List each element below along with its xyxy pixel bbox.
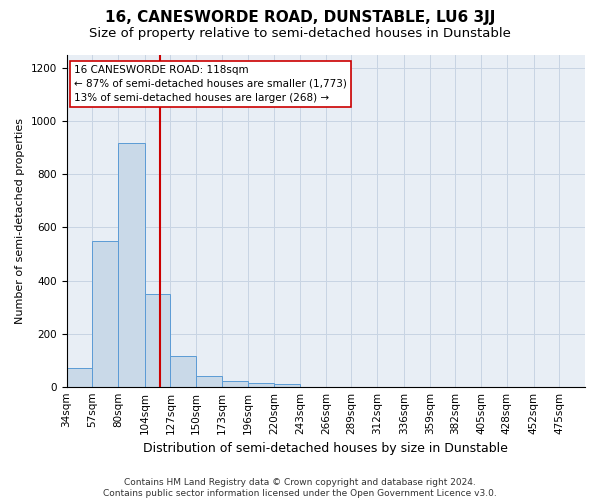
Bar bbox=[118, 142, 145, 386]
Bar bbox=[67, 368, 92, 386]
Text: 16, CANESWORDE ROAD, DUNSTABLE, LU6 3JJ: 16, CANESWORDE ROAD, DUNSTABLE, LU6 3JJ bbox=[105, 10, 495, 25]
Bar bbox=[222, 382, 248, 386]
Text: Contains HM Land Registry data © Crown copyright and database right 2024.
Contai: Contains HM Land Registry data © Crown c… bbox=[103, 478, 497, 498]
Bar bbox=[145, 294, 170, 386]
Bar bbox=[274, 384, 300, 386]
Text: Size of property relative to semi-detached houses in Dunstable: Size of property relative to semi-detach… bbox=[89, 28, 511, 40]
Bar bbox=[170, 356, 196, 386]
X-axis label: Distribution of semi-detached houses by size in Dunstable: Distribution of semi-detached houses by … bbox=[143, 442, 508, 455]
Bar bbox=[196, 376, 222, 386]
Bar bbox=[248, 382, 274, 386]
Text: 16 CANESWORDE ROAD: 118sqm
← 87% of semi-detached houses are smaller (1,773)
13%: 16 CANESWORDE ROAD: 118sqm ← 87% of semi… bbox=[74, 65, 347, 103]
Y-axis label: Number of semi-detached properties: Number of semi-detached properties bbox=[15, 118, 25, 324]
Bar bbox=[92, 240, 118, 386]
